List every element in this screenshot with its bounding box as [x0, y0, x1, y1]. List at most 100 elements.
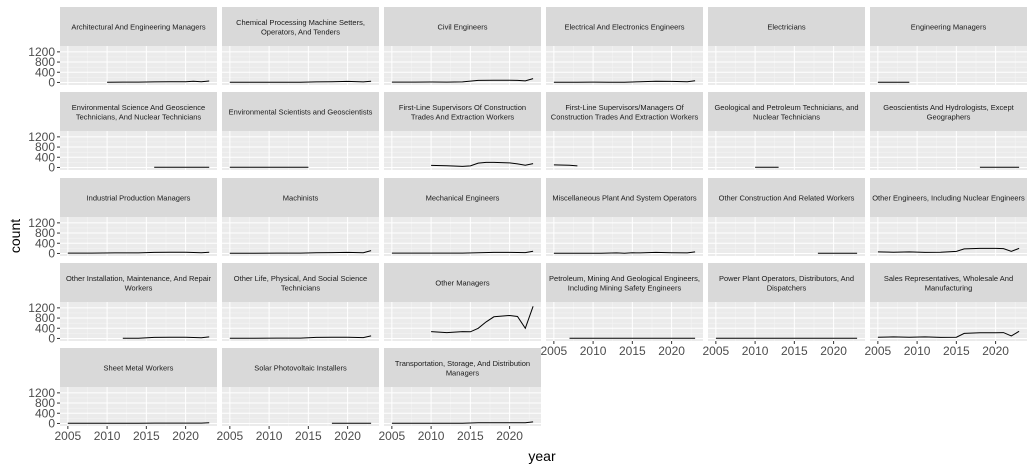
- facet-panel: Other Construction And Related Workers: [708, 178, 865, 256]
- facet-strip: [546, 92, 703, 131]
- series-line: [229, 80, 372, 83]
- facet-title: Other Installation, Maintenance, And Rep…: [66, 274, 212, 293]
- facet-panel: Engineering Managers: [870, 7, 1027, 85]
- y-tick-label: 1200: [28, 45, 55, 59]
- x-tick-label: 2005: [540, 344, 567, 358]
- facet-panel: Civil Engineers: [384, 7, 541, 85]
- y-tick-label: 800: [35, 55, 55, 69]
- facet-strip: [708, 7, 865, 46]
- facet-plot-area: [546, 302, 703, 341]
- facet-title: Geological and Petroleum Technicians, an…: [714, 103, 858, 122]
- x-tick-label: 2015: [943, 344, 970, 358]
- facet-panel: Sales Representatives, Wholesale And Manu…: [870, 263, 1027, 341]
- x-tick-label: 2020: [820, 344, 847, 358]
- facet-plot-area: [870, 46, 1027, 85]
- facet-plot-area: [384, 217, 541, 256]
- y-tick-label: 0: [48, 246, 55, 260]
- facet-title: Civil Engineers: [437, 23, 487, 32]
- y-tick-label: 400: [35, 321, 55, 335]
- facet-title: First-Line Supervisors Of Construction Tr…: [399, 103, 526, 122]
- facet-plot-area: [546, 46, 703, 85]
- facet-title: Chemical Processing Machine Setters, Oper…: [236, 18, 365, 37]
- x-tick-label: 2020: [658, 344, 685, 358]
- facet-panel: Geological and Petroleum Technicians, an…: [708, 92, 865, 170]
- facet-panel: Machinists: [222, 178, 379, 256]
- facet-plot-area: [60, 387, 217, 426]
- facet-plot-area: [384, 302, 541, 341]
- facet-title: First-Line Supervisors/Managers Of Constr…: [551, 103, 699, 122]
- y-tick-label: 1200: [28, 216, 55, 230]
- facet-title: Electrical And Electronics Engineers: [564, 23, 684, 32]
- facet-plot-area: [222, 131, 379, 170]
- facet-plot-area: [222, 387, 379, 426]
- facet-plot-area: [708, 131, 865, 170]
- facet-plot-area: [546, 217, 703, 256]
- facet-title: Machinists: [283, 194, 319, 203]
- facet-plot-area: [870, 302, 1027, 341]
- y-tick-label: 1200: [28, 130, 55, 144]
- y-tick-label: 800: [35, 226, 55, 240]
- facet-title: Architectural And Engineering Managers: [71, 23, 205, 32]
- facet-title: Geoscientists And Hydrologists, Except Ge…: [883, 103, 1014, 122]
- series-line: [107, 80, 210, 83]
- x-tick-label: 2005: [864, 344, 891, 358]
- facet-title: Other Managers: [435, 279, 489, 288]
- facet-strip: [708, 263, 865, 302]
- facet-panel: Other Installation, Maintenance, And Rep…: [60, 263, 217, 341]
- facet-strip: [222, 263, 379, 302]
- y-tick-label: 1200: [28, 386, 55, 400]
- facet-panel: Geoscientists And Hydrologists, Except Ge…: [870, 92, 1027, 170]
- series-line: [553, 251, 696, 254]
- facet-panel: Power Plant Operators, Distributors, And…: [708, 263, 865, 341]
- facet-strip: [870, 7, 1027, 46]
- facet-plot-area: [708, 302, 865, 341]
- x-tick-label: 2010: [256, 429, 283, 443]
- x-tick-label: 2010: [94, 429, 121, 443]
- x-tick-label: 2015: [781, 344, 808, 358]
- facet-strip: [708, 178, 865, 217]
- x-tick-label: 2005: [216, 429, 243, 443]
- facet-strip: [870, 178, 1027, 217]
- facet-strip: [222, 7, 379, 46]
- facet-plot-area: [60, 302, 217, 341]
- x-axis-title: year: [528, 448, 556, 464]
- y-tick-label: 400: [35, 65, 55, 79]
- facet-panel: Petroleum, Mining And Geological Enginee…: [546, 263, 703, 341]
- facet-plot-area: [60, 46, 217, 85]
- facet-strip: [60, 263, 217, 302]
- facet-panel: Chemical Processing Machine Setters, Oper…: [222, 7, 379, 85]
- facet-title: Transportation, Storage, And Distributio…: [395, 359, 530, 378]
- series-line: [122, 336, 210, 339]
- facet-strip: [870, 92, 1027, 131]
- facet-panel: Industrial Production Managers: [60, 178, 217, 256]
- facet-plot-area: [60, 217, 217, 256]
- x-tick-label: 2015: [457, 429, 484, 443]
- y-tick-label: 400: [35, 150, 55, 164]
- facet-panel: First-Line Supervisors Of Construction Tr…: [384, 92, 541, 170]
- y-tick-label: 0: [48, 416, 55, 430]
- facet-panel: Architectural And Engineering Managers: [60, 7, 217, 85]
- facet-plot-area: [222, 302, 379, 341]
- facet-title: Environmental Science And Geoscience Tech…: [72, 103, 205, 122]
- series-line: [229, 335, 372, 339]
- x-axis-layer: 2005 2010 2015 2020 2005 2010 2015 2020 2005 2010…: [54, 341, 1009, 443]
- x-tick-label: 2005: [378, 429, 405, 443]
- facet-strip: [60, 7, 217, 46]
- facet-strip: [546, 178, 703, 217]
- facet-plot-area: [222, 217, 379, 256]
- facet-title: Other Life, Physical, And Social Science…: [234, 274, 367, 293]
- facet-strip: [60, 178, 217, 217]
- x-tick-label: 2020: [496, 429, 523, 443]
- series-line: [391, 421, 534, 424]
- facet-plot-area: [222, 46, 379, 85]
- facet-panel: Other Life, Physical, And Social Science…: [222, 263, 379, 341]
- facet-strip: [870, 263, 1027, 302]
- series-line: [877, 330, 1020, 338]
- facet-panel: Other Managers: [384, 263, 541, 341]
- x-tick-label: 2010: [742, 344, 769, 358]
- facet-plot-area: [384, 46, 541, 85]
- x-tick-label: 2015: [295, 429, 322, 443]
- series-line: [431, 306, 534, 334]
- facet-strip: [546, 7, 703, 46]
